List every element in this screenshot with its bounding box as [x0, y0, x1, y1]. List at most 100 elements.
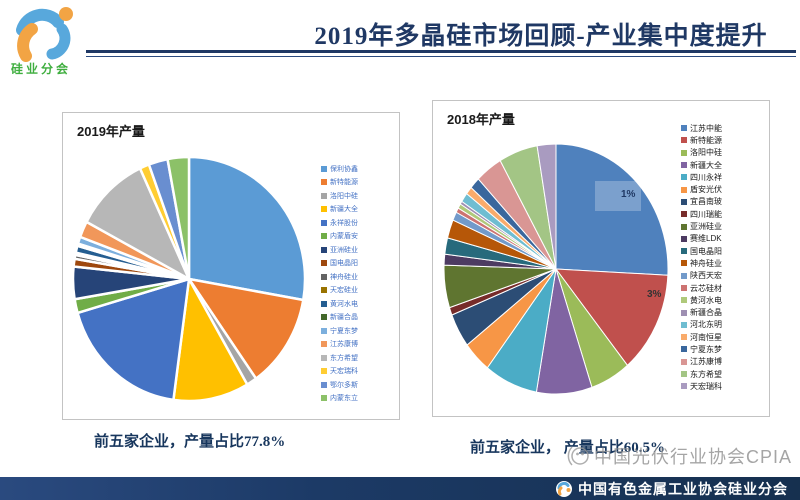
legend-swatch [681, 211, 687, 218]
legend-label: 内蒙东立 [330, 395, 358, 403]
legend-label: 江苏中能 [690, 123, 722, 133]
legend-label: 新疆大全 [690, 160, 722, 170]
pie-chart-2018-card: 2018年产量 1% 3% 江苏中能 新特能源 洛阳中硅 新疆大全 四川永祥 盾安光伏 宜昌… [432, 100, 770, 417]
chart-title-2018: 2018年产量 [447, 112, 515, 127]
watermark-box [595, 181, 641, 211]
legend-swatch [321, 327, 327, 334]
legend-swatch [681, 125, 687, 132]
legend-label: 江苏康博 [330, 341, 358, 349]
legend-swatch [321, 314, 327, 321]
legend-swatch [321, 273, 327, 280]
legend-label: 宜昌南玻 [690, 197, 722, 207]
pie-slice-东方希望 [85, 167, 191, 281]
legend-swatch [681, 297, 687, 304]
legend-swatch [681, 198, 687, 205]
legend-swatch [681, 383, 687, 390]
legend-label: 四川永祥 [690, 172, 722, 182]
legend-swatch [321, 341, 327, 348]
legend-swatch [321, 300, 327, 307]
legend-label: 内蒙盾安 [330, 233, 358, 241]
legend-label: 盾安光伏 [690, 185, 722, 195]
legend-item-鄂尔多斯: 鄂尔多斯 [321, 378, 358, 392]
legend-swatch [681, 321, 687, 328]
legend-item-洛阳中硅: 洛阳中硅 [681, 147, 722, 159]
legend-label: 新疆合晶 [690, 308, 722, 318]
legend-label: 新疆大全 [330, 206, 358, 214]
legend-swatch [681, 149, 687, 156]
legend-label: 宁夏东梦 [690, 344, 722, 354]
legend-label: 云芯硅材 [690, 283, 722, 293]
legend-swatch [321, 233, 327, 240]
caption-top5-2018: 前五家企业， 产量占比60.5% [470, 440, 666, 456]
pie-slice-永祥股份 [76, 277, 191, 402]
logo-caption: 硅业分会 [11, 62, 72, 76]
legend-swatch [681, 235, 687, 242]
legend-swatch [681, 260, 687, 267]
legend-swatch [321, 354, 327, 361]
legend-swatch [681, 285, 687, 291]
legend-swatch [321, 260, 327, 267]
pie-slice-新特能源 [555, 268, 669, 366]
legend-swatch [681, 137, 687, 144]
legend-swatch [681, 223, 687, 230]
legend-item-江苏康博: 江苏康博 [681, 356, 722, 368]
legend-label: 国电晶阳 [330, 260, 358, 268]
legend-item-四川瑞能: 四川瑞能 [681, 208, 722, 220]
pie-slice-新特能源 [187, 277, 305, 380]
legend-swatch [681, 334, 687, 341]
legend-item-永祥股份: 永祥股份 [321, 216, 358, 230]
legend-swatch [681, 309, 687, 316]
legend-swatch [321, 219, 327, 226]
legend-swatch [681, 174, 687, 181]
legend-swatch [321, 179, 327, 186]
legend-label: 永祥股份 [330, 219, 358, 227]
legend-item-赛维LDK: 赛维LDK [681, 233, 722, 245]
legend-swatch [681, 272, 687, 279]
legend-swatch [681, 358, 687, 365]
legend-item-亚洲硅业: 亚洲硅业 [681, 220, 722, 232]
footer-logo-icon [556, 480, 572, 497]
pie-2018 [443, 143, 669, 395]
legend-label: 神舟硅业 [330, 273, 358, 281]
legend-label: 黄河水电 [690, 295, 722, 305]
cpia-watermark: 中国光伏行业协会CPIA [566, 443, 792, 469]
legend-label: 神舟硅业 [690, 258, 722, 268]
legend-label: 陕西天宏 [690, 271, 722, 281]
legend-item-新疆合晶: 新疆合晶 [321, 311, 358, 325]
legend-item-陕西天宏: 陕西天宏 [681, 270, 722, 282]
title-underline-thin [86, 56, 796, 57]
legend-label: 保利协鑫 [330, 165, 358, 173]
legend-item-宁夏东梦: 宁夏东梦 [321, 324, 358, 338]
legend-item-盾安光伏: 盾安光伏 [681, 183, 722, 195]
caption-top5-2019: 前五家企业，产量占比77.8% [94, 434, 286, 450]
silicon-branch-logo-icon [16, 7, 73, 62]
legend-item-新疆大全: 新疆大全 [321, 203, 358, 217]
legend-item-亚洲硅业: 亚洲硅业 [321, 243, 358, 257]
legend-item-新疆合晶: 新疆合晶 [681, 306, 722, 318]
legend-label: 洛阳中硅 [690, 148, 722, 158]
pie-slice-新疆大全 [172, 277, 249, 403]
legend-item-新特能源: 新特能源 [681, 134, 722, 146]
legend-swatch [321, 192, 327, 199]
page-title: 2019年多晶硅市场回顾-产业集中度提升 [314, 23, 768, 50]
legend-swatch [321, 246, 327, 253]
legend-swatch [321, 368, 327, 375]
legend-label: 赛维LDK [690, 234, 722, 244]
legend-label: 宁夏东梦 [330, 327, 358, 335]
legend-item-东方希望: 东方希望 [681, 368, 722, 380]
legend-swatch [321, 206, 327, 213]
legend-label: 黄河水电 [330, 300, 358, 308]
pie-slice-保利协鑫 [187, 155, 307, 302]
pie-2019 [71, 155, 307, 403]
legend-label: 亚洲硅业 [330, 246, 358, 254]
legend-label: 河北东明 [690, 320, 722, 330]
legend-2018: 江苏中能 新特能源洛阳中硅新疆大全四川永祥盾安光伏宜昌南玻 四川瑞能 亚洲硅业赛维LD… [681, 122, 722, 393]
legend-swatch [681, 162, 687, 169]
legend-swatch [321, 381, 327, 388]
legend-item-东方希望: 东方希望 [321, 351, 358, 365]
legend-label: 新疆合晶 [330, 314, 358, 322]
legend-label: 天宏瑞科 [690, 381, 722, 391]
pie-slice-内蒙东立 [166, 155, 191, 281]
legend-item-天宏硅业: 天宏硅业 [321, 284, 358, 298]
legend-label: 天宏硅业 [330, 287, 358, 295]
